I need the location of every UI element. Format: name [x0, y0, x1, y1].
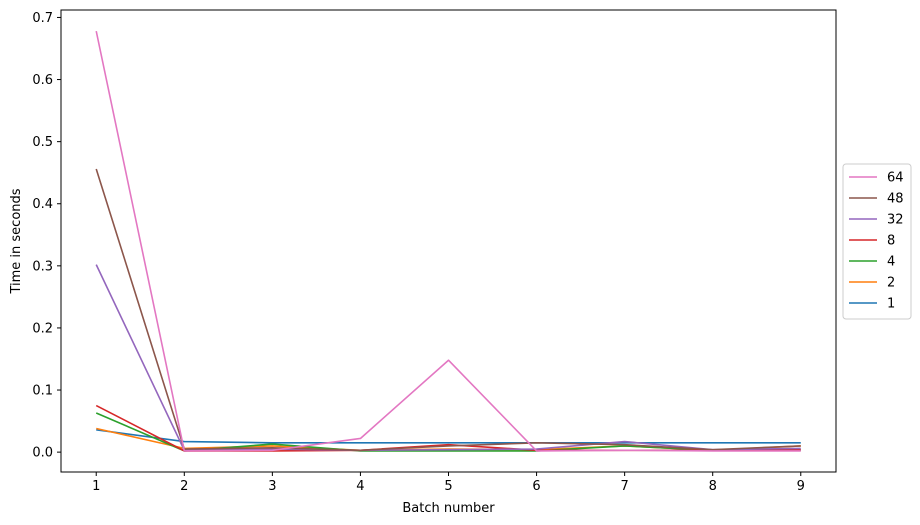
- x-tick-label: 5: [444, 479, 452, 494]
- series-line-32: [95, 264, 801, 452]
- series-line-1: [96, 428, 801, 444]
- y-tick-label: 0.6: [32, 73, 53, 88]
- y-axis-label: Time in seconds: [9, 188, 24, 294]
- legend: 64 48 32 8 4 2 1: [842, 163, 912, 320]
- x-tick-label: 8: [709, 479, 717, 494]
- y-tick-label: 0.0: [32, 446, 53, 461]
- series-lines: [95, 30, 801, 452]
- legend-label-4: 4: [887, 255, 895, 270]
- y-tick-label: 0.4: [32, 197, 53, 212]
- x-tick-label: 4: [356, 479, 364, 494]
- y-tick-label: 0.1: [32, 384, 53, 399]
- y-tick-label: 0.5: [32, 135, 53, 150]
- x-axis-label: Batch number: [402, 501, 495, 516]
- y-tick-label: 0.2: [32, 321, 53, 336]
- legend-label-32: 32: [887, 213, 904, 228]
- legend-label-2: 2: [887, 276, 895, 291]
- x-tick-label: 3: [268, 479, 276, 494]
- x-tick-label: 6: [532, 479, 540, 494]
- y-tick-label: 0.3: [32, 259, 53, 274]
- legend-label-8: 8: [887, 234, 895, 249]
- y-tick-label: 0.7: [32, 11, 53, 26]
- series-line-48: [95, 168, 801, 452]
- legend-box: [842, 163, 912, 320]
- x-tick-label: 9: [797, 479, 805, 494]
- plot-frame: [60, 9, 837, 473]
- series-line-8: [95, 404, 801, 452]
- x-tick-label: 2: [180, 479, 188, 494]
- series-line-2: [96, 427, 801, 452]
- series-line-64: [95, 30, 801, 452]
- x-tick-label: 1: [92, 479, 100, 494]
- legend-label-64: 64: [887, 171, 904, 186]
- axis-ticks: 1 2 3 4 5 6 7 8 9 0.0 0.1 0.2 0.3 0.4 0.5 0.6 0.7: [32, 11, 805, 494]
- legend-label-1: 1: [887, 297, 895, 312]
- legend-label-48: 48: [887, 192, 904, 207]
- x-tick-label: 7: [620, 479, 628, 494]
